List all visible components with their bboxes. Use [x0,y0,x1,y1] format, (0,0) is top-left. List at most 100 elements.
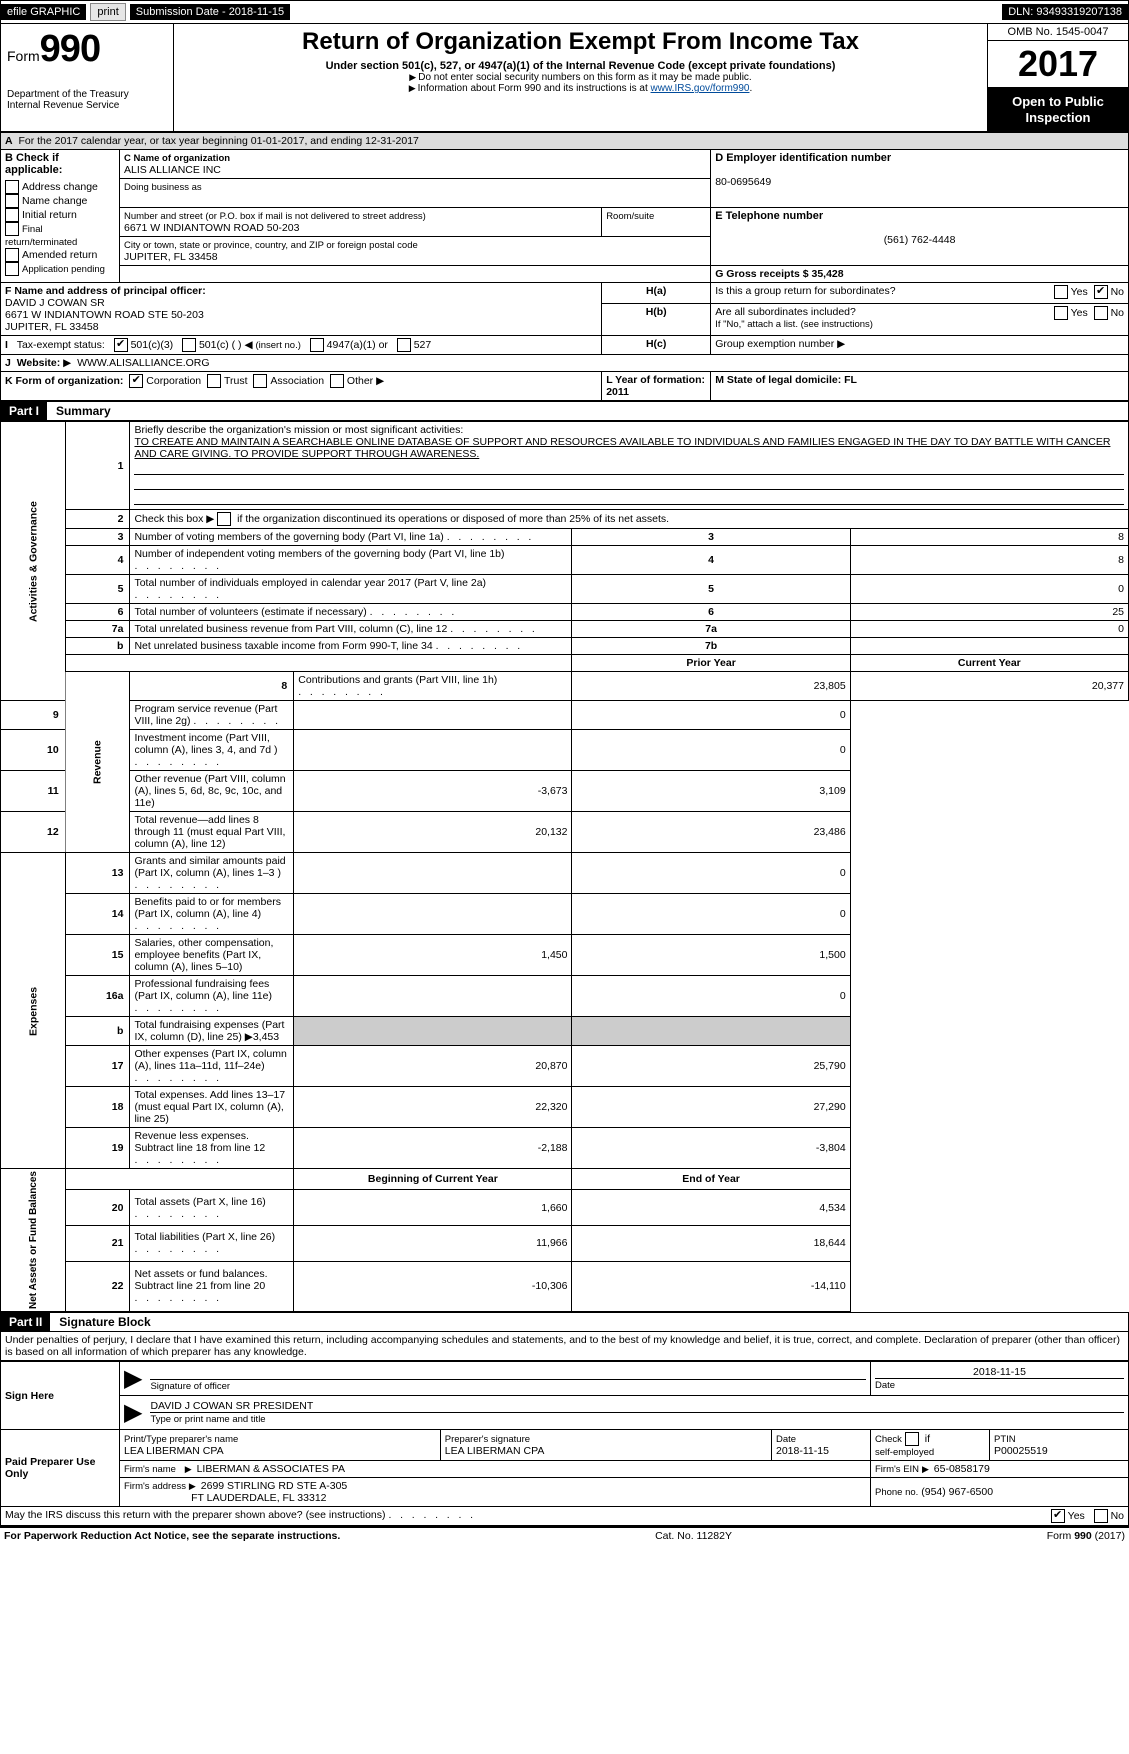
prep-sig: LEA LIBERMAN CPA [445,1445,545,1457]
col-boy: Beginning of Current Year [368,1173,498,1185]
irs-discuss-yes[interactable] [1051,1509,1065,1523]
checkbox-name-change[interactable] [5,194,19,208]
submission-date: Submission Date - 2018-11-15 [130,4,290,20]
part1-header: Part I [1,402,47,420]
line2-checkbox[interactable] [217,512,231,526]
irs-discuss-no[interactable] [1094,1509,1108,1523]
ha-code: H(a) [646,285,666,297]
tax-year: 2017 [988,41,1128,88]
net-row-20: Total assets (Part X, line 16) [134,1196,265,1208]
k-assoc[interactable] [253,374,267,388]
j-label: Website: [17,357,61,369]
footer-cat: Cat. No. 11282Y [655,1530,732,1542]
exp-row-17: Other expenses (Part IX, column (A), lin… [134,1048,286,1072]
ha-yes[interactable] [1054,285,1068,299]
hb-no[interactable] [1094,306,1108,320]
ptin-label: PTIN [994,1434,1016,1445]
irs-link[interactable]: www.IRS.gov/form990 [651,83,750,94]
net-row-21: Total liabilities (Part X, line 26) [134,1231,275,1243]
form-number: Form990 [7,28,167,71]
part2-title: Signature Block [53,1313,156,1331]
ha-label: Is this a group return for subordinates? [715,285,895,297]
checkbox-amended[interactable] [5,248,19,262]
ha-no[interactable] [1094,285,1108,299]
officer-printed: DAVID J COWAN SR PRESIDENT [150,1400,1124,1413]
entity-info-table: A For the 2017 calendar year, or tax yea… [0,132,1129,401]
ptin: P00025519 [994,1445,1048,1457]
col-curr: Current Year [958,657,1021,669]
gov-row-6: Total number of volunteers (estimate if … [134,606,366,618]
e-label: E Telephone number [715,210,823,222]
i-501c3[interactable] [114,338,128,352]
sig-officer-label: Signature of officer [150,1381,230,1392]
footer-pra: For Paperwork Reduction Act Notice, see … [4,1530,340,1542]
rev-row-8: Contributions and grants (Part VIII, lin… [298,674,497,686]
paid-preparer: Paid Preparer Use Only [1,1430,120,1507]
rev-row-10: Investment income (Part VIII, column (A)… [134,732,277,756]
form-subtitle: Under section 501(c), 527, or 4947(a)(1)… [180,60,981,72]
k-label: K Form of organization: [5,375,123,387]
i-501c[interactable] [182,338,196,352]
rev-row-11: Other revenue (Part VIII, column (A), li… [134,773,285,809]
open-to-public: Open to Public Inspection [988,88,1128,131]
sign-here: Sign Here [1,1362,120,1430]
m-label: M State of legal domicile: FL [715,374,857,386]
officer-name: DAVID J COWAN SR [5,297,105,309]
street-label: Number and street (or P.O. box if mail i… [124,211,426,222]
line1-label: Briefly describe the organization's miss… [134,424,463,436]
side-expenses: Expenses [1,853,66,1169]
exp-row-18: Total expenses. Add lines 13–17 (must eq… [134,1089,285,1125]
exp-row-15: Salaries, other compensation, employee b… [134,937,273,973]
firm-ein-label: Firm's EIN [875,1464,919,1475]
omb-number: OMB No. 1545-0047 [988,24,1128,41]
hb-code: H(b) [646,306,667,318]
k-other[interactable] [330,374,344,388]
checkbox-initial-return[interactable] [5,208,19,222]
officer-addr1: 6671 W INDIANTOWN ROAD STE 50-203 [5,309,204,321]
side-revenue: Revenue [65,672,130,853]
gov-row-5: Total number of individuals employed in … [134,577,486,589]
dept-treasury: Department of the Treasury [7,89,167,100]
checkbox-application-pending[interactable] [5,262,19,276]
exp-row-14: Benefits paid to or for members (Part IX… [134,896,280,920]
print-button[interactable]: print [90,3,125,21]
city: JUPITER, FL 33458 [124,251,218,263]
firm-ein: 65-0858179 [934,1463,990,1475]
ein: 80-0695649 [715,176,771,188]
street: 6671 W INDIANTOWN ROAD 50-203 [124,222,299,234]
hb-yes[interactable] [1054,306,1068,320]
firm-addr-label: Firm's address [124,1481,186,1492]
k-trust[interactable] [207,374,221,388]
part1-title: Summary [50,402,117,420]
side-net: Net Assets or Fund Balances [1,1169,66,1312]
rev-row-12: Total revenue—add lines 8 through 11 (mu… [134,814,285,850]
gov-row-3: Number of voting members of the governin… [134,531,443,543]
i-4947[interactable] [310,338,324,352]
checkbox-address-change[interactable] [5,180,19,194]
g-label: G Gross receipts $ 35,428 [715,268,843,280]
col-prior: Prior Year [686,657,735,669]
sig-date: 2018-11-15 [875,1366,1124,1379]
hb-label: Are all subordinates included? [715,306,856,318]
prep-name-label: Print/Type preparer's name [124,1434,238,1445]
penalty-text: Under penalties of perjury, I declare th… [1,1332,1129,1361]
i-label: Tax-exempt status: [17,339,105,351]
gov-row-7a: Total unrelated business revenue from Pa… [134,623,447,635]
dln: DLN: 93493319207138 [1002,4,1128,20]
firm-addr2: FT LAUDERDALE, FL 33312 [191,1492,326,1504]
firm-phone-label: Phone no. [875,1487,918,1498]
gov-row-7b: Net unrelated business taxable income fr… [134,640,432,652]
checkbox-final-return[interactable] [5,222,19,236]
k-corp[interactable] [129,374,143,388]
i-527[interactable] [397,338,411,352]
type-name-label: Type or print name and title [150,1414,265,1425]
firm-name: LIBERMAN & ASSOCIATES PA [197,1463,345,1475]
efile-label: efile GRAPHIC [1,4,86,20]
l-label: L Year of formation: 2011 [606,374,705,398]
firm-addr1: 2699 STIRLING RD STE A-305 [201,1480,347,1492]
exp-row-13: Grants and similar amounts paid (Part IX… [134,855,285,879]
self-employed-checkbox[interactable] [905,1432,919,1446]
city-label: City or town, state or province, country… [124,240,418,251]
signature-table: Sign Here ▶ Signature of officer 2018-11… [0,1361,1129,1526]
efile-topbar: efile GRAPHIC print Submission Date - 20… [0,0,1129,24]
